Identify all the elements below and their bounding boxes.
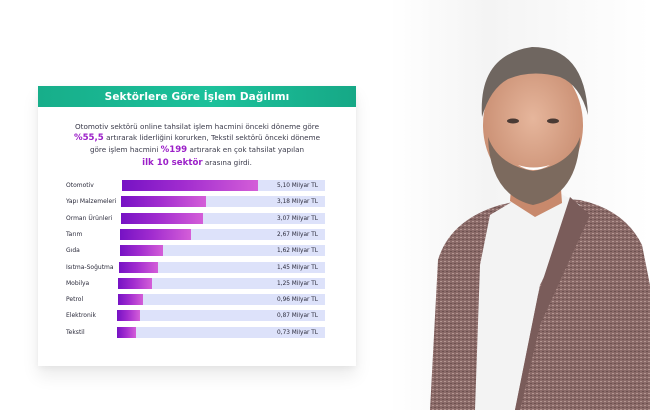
bar-label: Yapı Malzemeleri	[66, 198, 117, 206]
summary-highlight-top10: ilk 10 sektör	[142, 157, 203, 168]
bar-value: 2,67 Milyar TL	[277, 231, 318, 238]
bar-value: 3,18 Milyar TL	[277, 199, 318, 206]
summary-highlight-otomotiv-growth: %55,5	[73, 133, 104, 144]
bar-value: 1,45 Milyar TL	[277, 264, 318, 271]
bar-value: 1,25 Milyar TL	[277, 280, 318, 287]
bar-label: Tekstil	[66, 328, 85, 336]
bar-fill	[121, 196, 207, 208]
bar-value: 0,73 Milyar TL	[277, 329, 318, 336]
bar-track: 3,07 Milyar TL	[120, 212, 325, 224]
bar-label: Tarım	[66, 230, 83, 238]
bar-fill	[119, 245, 163, 257]
bar-label: Mobilya	[66, 279, 90, 287]
bar-fill	[120, 212, 203, 224]
bar-row: Otomotiv 5,10 Milyar TL	[38, 180, 356, 192]
bar-fill	[122, 180, 258, 191]
bar-label: Gıda	[66, 247, 80, 255]
bar-track: 5,10 Milyar TL	[122, 180, 325, 191]
bar-row: Mobilya 1,25 Milyar TL	[38, 277, 356, 290]
bar-fill	[116, 326, 137, 338]
bar-track: 1,62 Milyar TL	[119, 245, 325, 257]
summary-text: artırarak en çok tahsilat yapılan	[187, 145, 305, 155]
bar-row: Orman Ürünleri 3,07 Milyar TL	[38, 212, 356, 225]
bar-fill	[120, 228, 192, 240]
bar-fill	[119, 261, 158, 273]
bar-track: 0,96 Milyar TL	[117, 294, 325, 306]
bar-label: Otomotiv	[66, 182, 94, 189]
bar-track: 1,25 Milyar TL	[118, 277, 325, 289]
bar-label: Elektronik	[66, 312, 96, 320]
summary-text: artırarak liderliğini korurken, Tekstil …	[103, 133, 321, 143]
bar-value: 0,96 Milyar TL	[277, 297, 318, 304]
bar-row: Petrol 0,96 Milyar TL	[38, 294, 356, 306]
bar-fill	[117, 310, 141, 322]
summary-text: göre işlem hacmini	[89, 145, 161, 155]
bar-value: 5,10 Milyar TL	[277, 183, 318, 189]
chart-title-banner: Sektörlere Göre İşlem Dağılımı	[38, 86, 356, 107]
bar-row: Yapı Malzemeleri 3,18 Milyar TL	[38, 196, 356, 208]
bar-row: Gıda 1,62 Milyar TL	[38, 245, 356, 257]
chart-card: Sektörlere Göre İşlem Dağılımı Otomotiv …	[38, 86, 356, 366]
bar-value: 3,07 Milyar TL	[277, 215, 318, 222]
bar-track: 3,18 Milyar TL	[121, 196, 325, 208]
bar-row: Elektronik 0,87 Milyar TL	[38, 310, 356, 322]
bar-track: 2,67 Milyar TL	[120, 228, 325, 240]
bar-track: 0,87 Milyar TL	[117, 310, 325, 322]
chart-summary: Otomotiv sektörü online tahsilat işlem h…	[58, 121, 336, 169]
chart-title: Sektörlere Göre İşlem Dağılımı	[104, 90, 290, 103]
bar-label: Petrol	[66, 296, 84, 304]
bar-row: Isıtma-Soğutma 1,45 Milyar TL	[38, 261, 356, 274]
bar-track: 1,45 Milyar TL	[119, 261, 325, 273]
bar-value: 1,62 Milyar TL	[277, 248, 318, 255]
summary-highlight-tekstil-growth: %199	[160, 145, 188, 156]
bar-value: 0,87 Milyar TL	[277, 313, 318, 320]
summary-text: Otomotiv sektörü online tahsilat işlem h…	[75, 122, 319, 131]
bar-label: Orman Ürünleri	[66, 214, 113, 222]
bar-row: Tekstil 0,73 Milyar TL	[38, 326, 356, 339]
person-photo	[430, 47, 650, 410]
bar-fill	[118, 277, 152, 289]
bar-label: Isıtma-Soğutma	[66, 263, 114, 271]
bar-track: 0,73 Milyar TL	[116, 326, 325, 338]
bar-row: Tarım 2,67 Milyar TL	[38, 228, 356, 241]
summary-text: arasına girdi.	[202, 157, 252, 167]
bar-fill	[117, 294, 144, 306]
